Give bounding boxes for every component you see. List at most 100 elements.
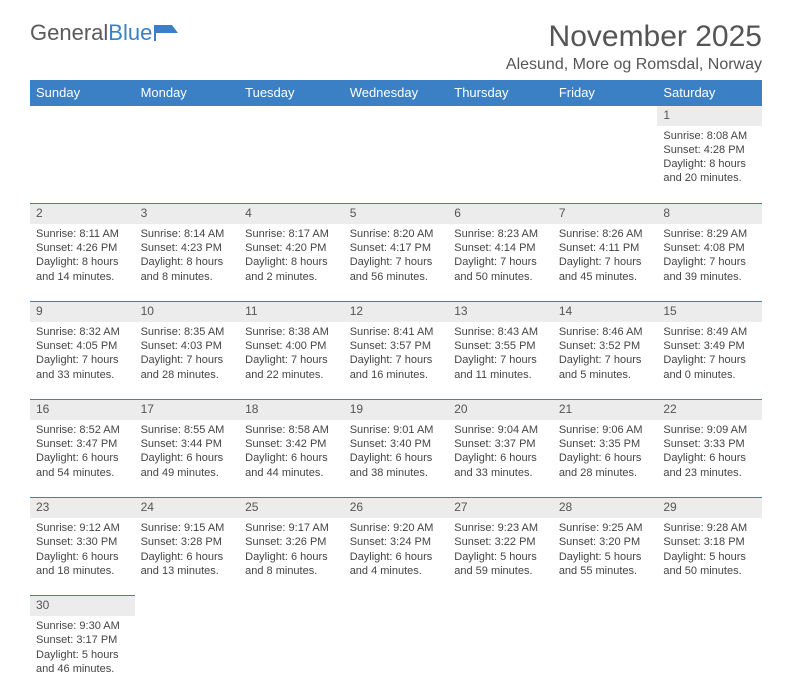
- empty-cell: [239, 616, 344, 694]
- sunrise-text: Sunrise: 8:11 AM: [36, 227, 129, 241]
- day-cell: Sunrise: 8:11 AMSunset: 4:26 PMDaylight:…: [30, 224, 135, 302]
- day-number: 25: [239, 498, 344, 518]
- daylight-text: Daylight: 8 hours and 14 minutes.: [36, 255, 129, 284]
- sunrise-text: Sunrise: 9:28 AM: [663, 521, 756, 535]
- sunset-text: Sunset: 4:20 PM: [245, 241, 338, 255]
- sunrise-text: Sunrise: 9:15 AM: [141, 521, 234, 535]
- day-cell: Sunrise: 8:17 AMSunset: 4:20 PMDaylight:…: [239, 224, 344, 302]
- sunrise-text: Sunrise: 8:17 AM: [245, 227, 338, 241]
- weekday-header: Monday: [135, 80, 240, 106]
- sunset-text: Sunset: 3:22 PM: [454, 535, 547, 549]
- sunset-text: Sunset: 3:28 PM: [141, 535, 234, 549]
- day-cell: Sunrise: 8:35 AMSunset: 4:03 PMDaylight:…: [135, 322, 240, 400]
- day-number: 27: [448, 498, 553, 518]
- day-number: 28: [553, 498, 658, 518]
- empty-cell: [344, 616, 449, 694]
- day-cell: Sunrise: 8:55 AMSunset: 3:44 PMDaylight:…: [135, 420, 240, 498]
- sunset-text: Sunset: 3:52 PM: [559, 339, 652, 353]
- daylight-text: Daylight: 7 hours and 50 minutes.: [454, 255, 547, 284]
- empty-cell: [30, 126, 135, 204]
- empty-cell: [239, 106, 344, 126]
- weekday-header: Saturday: [657, 80, 762, 106]
- daylight-text: Daylight: 6 hours and 23 minutes.: [663, 451, 756, 480]
- sunrise-text: Sunrise: 9:04 AM: [454, 423, 547, 437]
- daylight-text: Daylight: 7 hours and 33 minutes.: [36, 353, 129, 382]
- daybody-row: Sunrise: 9:30 AMSunset: 3:17 PMDaylight:…: [30, 616, 762, 694]
- day-cell: Sunrise: 9:15 AMSunset: 3:28 PMDaylight:…: [135, 518, 240, 596]
- day-number: 14: [553, 302, 658, 322]
- sunset-text: Sunset: 4:23 PM: [141, 241, 234, 255]
- flag-icon: [154, 23, 180, 43]
- day-cell: Sunrise: 8:29 AMSunset: 4:08 PMDaylight:…: [657, 224, 762, 302]
- day-cell: Sunrise: 9:17 AMSunset: 3:26 PMDaylight:…: [239, 518, 344, 596]
- sunset-text: Sunset: 3:18 PM: [663, 535, 756, 549]
- sunrise-text: Sunrise: 8:26 AM: [559, 227, 652, 241]
- day-cell: Sunrise: 9:25 AMSunset: 3:20 PMDaylight:…: [553, 518, 658, 596]
- daylight-text: Daylight: 6 hours and 4 minutes.: [350, 550, 443, 579]
- empty-cell: [344, 106, 449, 126]
- day-cell: Sunrise: 8:52 AMSunset: 3:47 PMDaylight:…: [30, 420, 135, 498]
- sunset-text: Sunset: 4:05 PM: [36, 339, 129, 353]
- day-cell: Sunrise: 9:01 AMSunset: 3:40 PMDaylight:…: [344, 420, 449, 498]
- daybody-row: Sunrise: 9:12 AMSunset: 3:30 PMDaylight:…: [30, 518, 762, 596]
- day-cell: Sunrise: 8:43 AMSunset: 3:55 PMDaylight:…: [448, 322, 553, 400]
- weekday-header: Friday: [553, 80, 658, 106]
- sunrise-text: Sunrise: 8:08 AM: [663, 129, 756, 143]
- empty-cell: [239, 126, 344, 204]
- empty-cell: [135, 126, 240, 204]
- daylight-text: Daylight: 5 hours and 59 minutes.: [454, 550, 547, 579]
- sunset-text: Sunset: 3:55 PM: [454, 339, 547, 353]
- sunset-text: Sunset: 3:40 PM: [350, 437, 443, 451]
- daylight-text: Daylight: 6 hours and 49 minutes.: [141, 451, 234, 480]
- brand-part2: Blue: [108, 20, 152, 46]
- sunrise-text: Sunrise: 9:23 AM: [454, 521, 547, 535]
- sunset-text: Sunset: 3:37 PM: [454, 437, 547, 451]
- location-subtitle: Alesund, More og Romsdal, Norway: [506, 56, 762, 74]
- empty-cell: [30, 106, 135, 126]
- sunset-text: Sunset: 4:08 PM: [663, 241, 756, 255]
- day-cell: Sunrise: 9:23 AMSunset: 3:22 PMDaylight:…: [448, 518, 553, 596]
- daylight-text: Daylight: 5 hours and 46 minutes.: [36, 648, 129, 677]
- day-cell: Sunrise: 9:20 AMSunset: 3:24 PMDaylight:…: [344, 518, 449, 596]
- empty-cell: [657, 596, 762, 616]
- daybody-row: Sunrise: 8:11 AMSunset: 4:26 PMDaylight:…: [30, 224, 762, 302]
- day-cell: Sunrise: 9:30 AMSunset: 3:17 PMDaylight:…: [30, 616, 135, 694]
- weekday-header: Tuesday: [239, 80, 344, 106]
- day-number: 17: [135, 400, 240, 420]
- empty-cell: [553, 126, 658, 204]
- sunset-text: Sunset: 3:24 PM: [350, 535, 443, 549]
- day-number: 10: [135, 302, 240, 322]
- weekday-header: Thursday: [448, 80, 553, 106]
- daylight-text: Daylight: 7 hours and 0 minutes.: [663, 353, 756, 382]
- daynum-row: 2345678: [30, 204, 762, 224]
- day-cell: Sunrise: 8:38 AMSunset: 4:00 PMDaylight:…: [239, 322, 344, 400]
- day-number: 5: [344, 204, 449, 224]
- day-cell: Sunrise: 8:49 AMSunset: 3:49 PMDaylight:…: [657, 322, 762, 400]
- daylight-text: Daylight: 7 hours and 5 minutes.: [559, 353, 652, 382]
- day-cell: Sunrise: 8:08 AMSunset: 4:28 PMDaylight:…: [657, 126, 762, 204]
- daylight-text: Daylight: 7 hours and 22 minutes.: [245, 353, 338, 382]
- sunset-text: Sunset: 3:49 PM: [663, 339, 756, 353]
- day-number: 20: [448, 400, 553, 420]
- daylight-text: Daylight: 7 hours and 56 minutes.: [350, 255, 443, 284]
- sunrise-text: Sunrise: 9:09 AM: [663, 423, 756, 437]
- daybody-row: Sunrise: 8:32 AMSunset: 4:05 PMDaylight:…: [30, 322, 762, 400]
- day-cell: Sunrise: 8:14 AMSunset: 4:23 PMDaylight:…: [135, 224, 240, 302]
- empty-cell: [135, 616, 240, 694]
- sunrise-text: Sunrise: 8:41 AM: [350, 325, 443, 339]
- empty-cell: [344, 596, 449, 616]
- day-number: 9: [30, 302, 135, 322]
- day-number: 11: [239, 302, 344, 322]
- day-number: 24: [135, 498, 240, 518]
- daylight-text: Daylight: 8 hours and 2 minutes.: [245, 255, 338, 284]
- day-cell: Sunrise: 9:28 AMSunset: 3:18 PMDaylight:…: [657, 518, 762, 596]
- sunrise-text: Sunrise: 8:52 AM: [36, 423, 129, 437]
- empty-cell: [553, 616, 658, 694]
- sunset-text: Sunset: 3:26 PM: [245, 535, 338, 549]
- sunrise-text: Sunrise: 9:17 AM: [245, 521, 338, 535]
- sunrise-text: Sunrise: 9:30 AM: [36, 619, 129, 633]
- empty-cell: [553, 596, 658, 616]
- sunset-text: Sunset: 4:11 PM: [559, 241, 652, 255]
- day-cell: Sunrise: 8:32 AMSunset: 4:05 PMDaylight:…: [30, 322, 135, 400]
- empty-cell: [239, 596, 344, 616]
